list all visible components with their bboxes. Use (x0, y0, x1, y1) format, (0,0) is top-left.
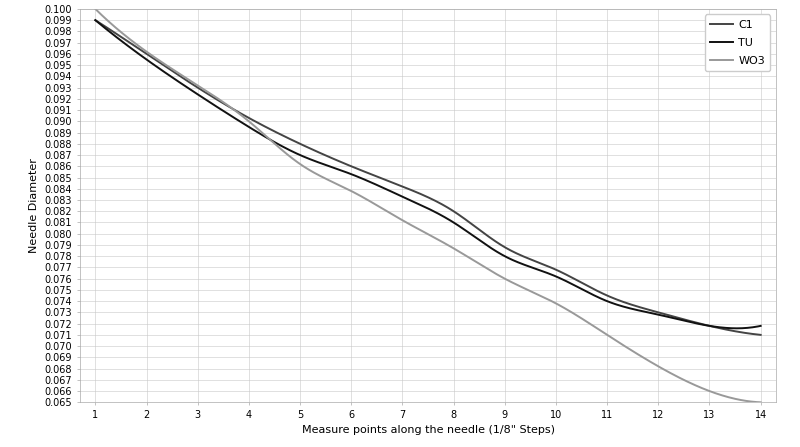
C1 (756, 332, 766, 337)
C1 (410, 189, 420, 194)
TU (756, 323, 766, 329)
X-axis label: Measure points along the needle (1/8" Steps): Measure points along the needle (1/8" St… (302, 426, 554, 435)
C1 (90, 17, 100, 23)
TU (450, 221, 460, 226)
WO3 (636, 353, 646, 358)
WO3 (406, 223, 416, 228)
TU (636, 308, 646, 313)
C1 (406, 187, 416, 193)
WO3 (740, 398, 750, 403)
TU (732, 326, 742, 331)
Line: WO3: WO3 (95, 9, 761, 402)
TU (741, 325, 750, 331)
WO3 (756, 400, 766, 405)
WO3 (90, 6, 100, 12)
WO3 (410, 225, 420, 230)
C1 (636, 305, 646, 310)
WO3 (450, 247, 460, 252)
TU (90, 17, 100, 23)
TU (410, 200, 420, 205)
C1 (486, 236, 496, 241)
Line: C1: C1 (95, 20, 761, 335)
C1 (450, 210, 460, 215)
Line: TU: TU (95, 20, 761, 329)
Legend: C1, TU, WO3: C1, TU, WO3 (705, 14, 770, 71)
TU (486, 245, 496, 251)
Y-axis label: Needle Diameter: Needle Diameter (29, 158, 39, 253)
C1 (740, 330, 750, 336)
WO3 (486, 269, 496, 274)
TU (406, 198, 416, 203)
